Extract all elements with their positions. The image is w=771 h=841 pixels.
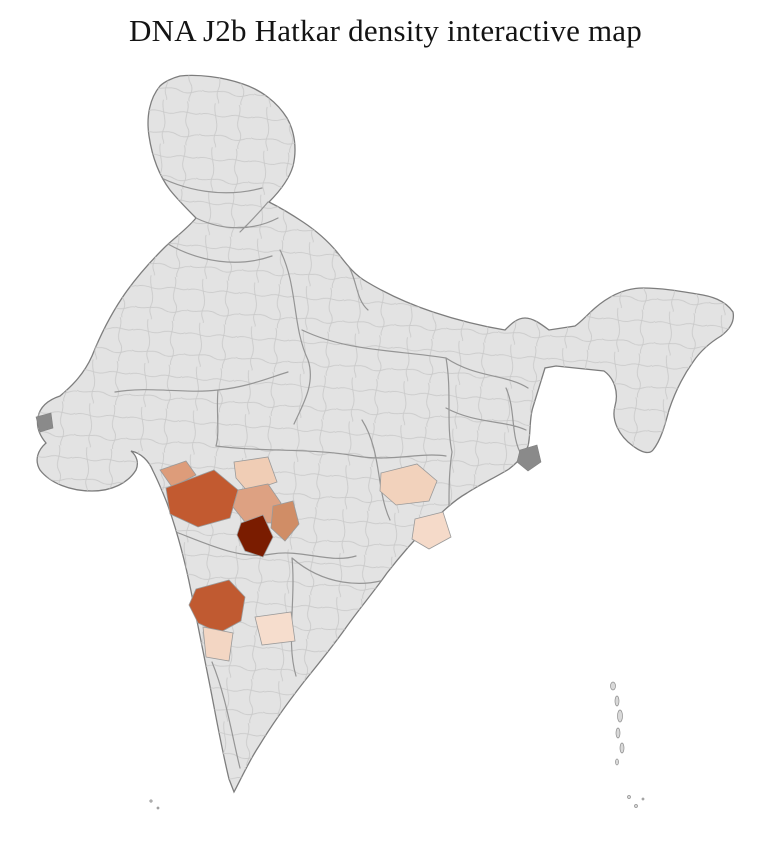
district-density-low-2[interactable] (202, 626, 234, 662)
lakshadweep-islands[interactable] (149, 799, 160, 810)
state-borders (114, 171, 529, 769)
district-density-low-3[interactable] (254, 611, 296, 646)
highlighted-districts (159, 456, 452, 662)
district-density-high-2[interactable] (188, 579, 246, 634)
india-density-map[interactable] (0, 55, 771, 841)
page-title: DNA J2b Hatkar density interactive map (129, 13, 642, 48)
andaman-islands[interactable] (610, 681, 645, 808)
district-density-low-4[interactable] (379, 463, 438, 506)
gray-district-west[interactable] (35, 412, 54, 433)
district-density-highest-1[interactable] (236, 514, 274, 558)
district-density-medium-3[interactable] (270, 500, 300, 542)
district-density-medium-2[interactable] (232, 483, 282, 524)
district-boundaries-texture (37, 75, 734, 793)
gray-district-east[interactable] (516, 444, 542, 472)
district-density-high-1[interactable] (165, 469, 239, 528)
gray-districts (35, 412, 542, 472)
district-density-low-5[interactable] (411, 511, 452, 550)
district-density-medium-1[interactable] (159, 460, 197, 488)
